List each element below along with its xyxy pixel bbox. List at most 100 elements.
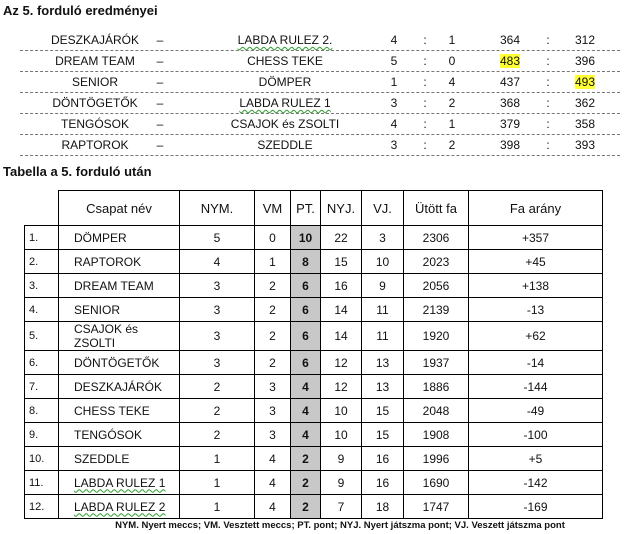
result-away: CHESS TEKE (247, 54, 323, 68)
table-row: 11. LABDA RULEZ 1 1 4 2 9 16 1690 -142 (24, 470, 603, 495)
column-header: Csapat név (58, 190, 180, 226)
rank-cell: 1. (24, 225, 59, 250)
result-sep: – (156, 33, 164, 47)
standings-title: Tabella a 5. forduló után (3, 164, 152, 179)
team-name-cell: DESZKAJÁRÓK (58, 374, 180, 399)
result-p1: 398 (499, 138, 521, 152)
result-colon: : (546, 75, 550, 89)
pins-cell: 2023 (403, 249, 469, 274)
result-colon: : (546, 117, 550, 131)
won-sets-cell: 9 (320, 470, 362, 495)
column-header: NYM. (179, 190, 255, 226)
result-colon: : (423, 117, 427, 131)
won-sets-cell: 7 (320, 494, 362, 519)
result-away: LABDA RULEZ 1 (239, 96, 331, 110)
pin-diff-cell: -142 (468, 470, 603, 495)
result-g2: 1 (448, 117, 456, 131)
points-cell: 2 (290, 494, 321, 519)
table-row: 7. DESZKAJÁRÓK 2 3 4 12 13 1886 -144 (24, 374, 603, 399)
result-p2: 312 (574, 33, 596, 47)
result-g2: 0 (448, 54, 456, 68)
points-cell: 4 (290, 398, 321, 423)
result-g2: 2 (448, 96, 456, 110)
lost-matches-cell: 0 (254, 225, 291, 250)
rank-cell: 10. (24, 446, 59, 471)
team-name-cell: CSAJOK és ZSOLTI (58, 321, 180, 351)
won-matches-cell: 3 (179, 273, 255, 298)
pins-cell: 1690 (403, 470, 469, 495)
table-row: 5. CSAJOK és ZSOLTI 3 2 6 14 11 1920 +62 (24, 321, 603, 351)
result-row: RAPTOROK – SZEDDLE 3: 2 398: 393 (20, 134, 620, 156)
result-p1: 437 (499, 75, 521, 89)
won-matches-cell: 1 (179, 494, 255, 519)
pin-diff-cell: -169 (468, 494, 603, 519)
lost-sets-cell: 11 (361, 297, 404, 322)
won-matches-cell: 5 (179, 225, 255, 250)
lost-sets-cell: 13 (361, 374, 404, 399)
team-name-cell: DREAM TEAM (58, 273, 180, 298)
result-colon: : (546, 54, 550, 68)
lost-matches-cell: 4 (254, 494, 291, 519)
lost-sets-cell: 16 (361, 470, 404, 495)
table-row: 6. DÖNTÖGETŐK 3 2 6 12 13 1937 -14 (24, 350, 603, 375)
points-cell: 6 (290, 350, 321, 375)
won-matches-cell: 2 (179, 374, 255, 399)
pins-cell: 2048 (403, 398, 469, 423)
pins-cell: 2306 (403, 225, 469, 250)
rank-cell: 3. (24, 273, 59, 298)
pins-cell: 1996 (403, 446, 469, 471)
lost-matches-cell: 4 (254, 470, 291, 495)
won-matches-cell: 2 (179, 422, 255, 447)
rank-cell: 9. (24, 422, 59, 447)
team-name-cell: TENGÓSOK (58, 422, 180, 447)
column-header: Ütött fa (403, 190, 469, 226)
table-row: 3. DREAM TEAM 3 2 6 16 9 2056 +138 (24, 273, 603, 298)
lost-sets-cell: 18 (361, 494, 404, 519)
table-row: 12. LABDA RULEZ 2 1 4 2 7 18 1747 -169 (24, 494, 603, 519)
pin-diff-cell: +357 (468, 225, 603, 250)
result-g1: 1 (390, 75, 398, 89)
result-row: DESZKAJÁRÓK – LABDA RULEZ 2. 4: 1 364: 312 (20, 29, 620, 51)
result-p2: 362 (574, 96, 596, 110)
result-g2: 1 (448, 33, 456, 47)
result-row: TENGÓSOK – CSAJOK és ZSOLTI 4: 1 379: 358 (20, 113, 620, 135)
result-sep: – (156, 117, 164, 131)
team-name-cell: SZEDDLE (58, 446, 180, 471)
pins-cell: 1886 (403, 374, 469, 399)
lost-matches-cell: 3 (254, 422, 291, 447)
lost-sets-cell: 15 (361, 422, 404, 447)
result-g2: 2 (448, 138, 456, 152)
lost-matches-cell: 4 (254, 446, 291, 471)
result-sep: – (156, 54, 164, 68)
result-sep: – (156, 75, 164, 89)
won-matches-cell: 3 (179, 350, 255, 375)
won-sets-cell: 12 (320, 350, 362, 375)
won-sets-cell: 14 (320, 321, 362, 351)
points-cell: 6 (290, 297, 321, 322)
result-away: LABDA RULEZ 2. (237, 33, 333, 47)
pin-diff-cell: -14 (468, 350, 603, 375)
result-p2: 396 (574, 54, 596, 68)
lost-sets-cell: 11 (361, 321, 404, 351)
result-p2: 358 (574, 117, 596, 131)
column-header: Fa arány (468, 190, 603, 226)
result-sep: – (156, 96, 164, 110)
lost-matches-cell: 3 (254, 398, 291, 423)
result-colon: : (423, 96, 427, 110)
won-matches-cell: 3 (179, 297, 255, 322)
points-cell: 2 (290, 470, 321, 495)
rank-cell: 7. (24, 374, 59, 399)
won-sets-cell: 12 (320, 374, 362, 399)
result-colon: : (423, 138, 427, 152)
results-title: Az 5. forduló eredményei (3, 3, 158, 18)
result-home: DESZKAJÁRÓK (50, 33, 140, 47)
result-g1: 3 (390, 96, 398, 110)
rank-cell: 11. (24, 470, 59, 495)
lost-sets-cell: 9 (361, 273, 404, 298)
result-g1: 3 (390, 138, 398, 152)
result-home: SENIOR (71, 75, 118, 89)
lost-sets-cell: 3 (361, 225, 404, 250)
footnote: NYM. Nyert meccs; VM. Vesztett meccs; PT… (115, 520, 565, 531)
column-header: PT. (290, 190, 321, 226)
won-sets-cell: 22 (320, 225, 362, 250)
